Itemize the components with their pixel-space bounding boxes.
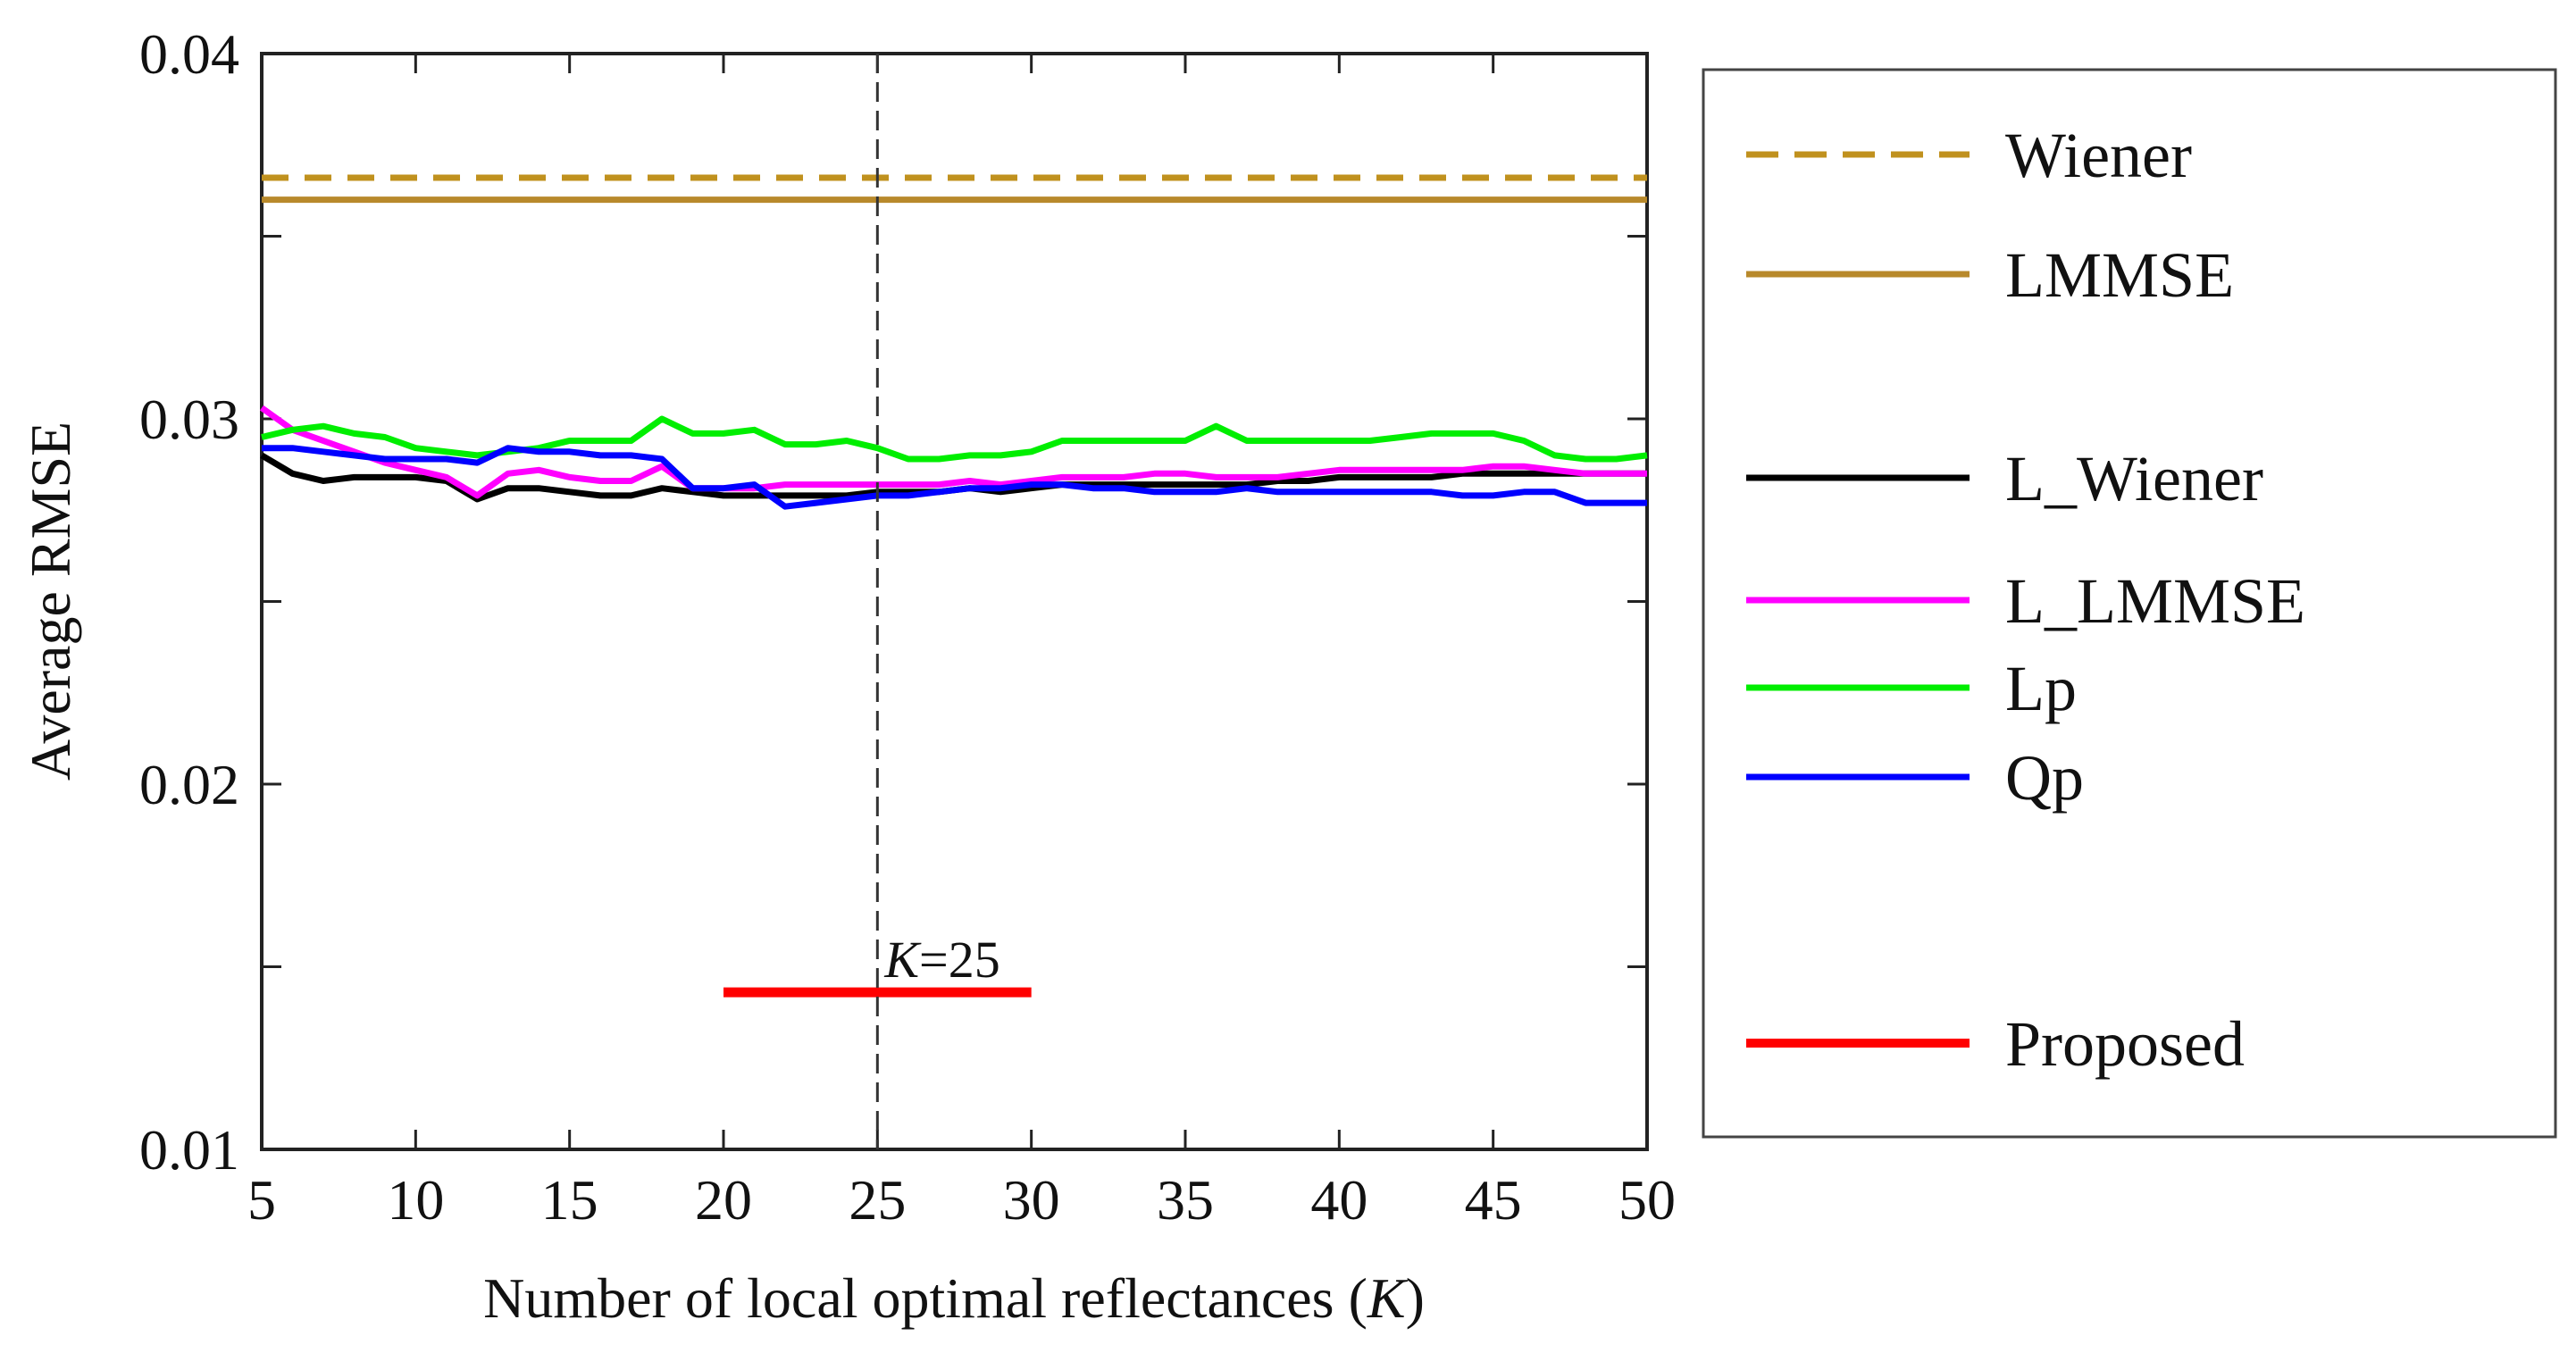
y-tick-label: 0.03 bbox=[139, 388, 239, 451]
x-tick-label: 15 bbox=[541, 1168, 598, 1232]
k25-annotation: K=25 bbox=[883, 931, 999, 989]
x-tick-label: 30 bbox=[1003, 1168, 1060, 1232]
series-line-qp bbox=[262, 445, 1647, 510]
x-axis-title-end: ) bbox=[1406, 1266, 1425, 1330]
x-tick-label: 50 bbox=[1618, 1168, 1676, 1232]
k25-annotation-var: K bbox=[883, 931, 922, 989]
annotation-layer: K=25 bbox=[875, 54, 1000, 1149]
x-axis-title-text: Number of local optimal reflectances ( bbox=[483, 1266, 1367, 1330]
x-tick-label: 5 bbox=[247, 1168, 276, 1232]
legend-label-wiener: Wiener bbox=[2005, 120, 2192, 191]
legend-label-proposed: Proposed bbox=[2005, 1008, 2245, 1080]
y-tick-label: 0.04 bbox=[139, 22, 239, 86]
x-axis-title: Number of local optimal reflectances (K) bbox=[483, 1266, 1425, 1330]
legend-label-qp: Qp bbox=[2005, 742, 2084, 814]
legend-label-lmmse: LMMSE bbox=[2005, 239, 2234, 311]
legend-label-l-lmmse: L_LMMSE bbox=[2005, 565, 2305, 637]
x-axis-ticks: 5 10 15 20 25 30 35 40 45 50 bbox=[247, 54, 1676, 1232]
x-tick-label: 40 bbox=[1310, 1168, 1367, 1232]
y-axis-ticks: 0.01 0.02 0.03 0.04 bbox=[139, 22, 1647, 1182]
x-axis-title-var: K bbox=[1367, 1266, 1409, 1330]
legend: Wiener LMMSE L_Wiener L_LMMSE Lp Qp Proposed bbox=[1746, 120, 2305, 1080]
series-line-l-lmmse bbox=[259, 405, 1647, 499]
x-tick-label: 35 bbox=[1157, 1168, 1214, 1232]
legend-label-l-wiener: L_Wiener bbox=[2005, 443, 2263, 514]
x-tick-label: 20 bbox=[695, 1168, 752, 1232]
y-tick-label: 0.02 bbox=[139, 753, 239, 816]
legend-label-lp: Lp bbox=[2005, 653, 2077, 724]
y-tick-label: 0.01 bbox=[139, 1118, 239, 1182]
y-axis-title: Average RMSE bbox=[19, 422, 82, 781]
series-layer bbox=[259, 174, 1648, 998]
x-tick-label: 45 bbox=[1465, 1168, 1522, 1232]
k25-annotation-value: =25 bbox=[919, 931, 1000, 989]
x-tick-label: 10 bbox=[387, 1168, 444, 1232]
x-tick-label: 25 bbox=[849, 1168, 906, 1232]
